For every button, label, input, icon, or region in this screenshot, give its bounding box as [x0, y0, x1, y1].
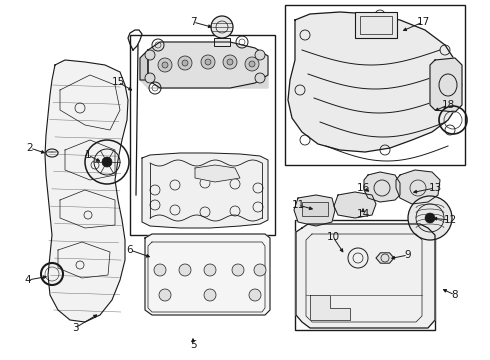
Polygon shape: [140, 75, 268, 88]
Text: 9: 9: [405, 250, 411, 260]
Text: 11: 11: [292, 200, 305, 210]
Text: 7: 7: [190, 17, 196, 27]
Circle shape: [249, 61, 255, 67]
Circle shape: [204, 289, 216, 301]
Text: 13: 13: [428, 183, 441, 193]
Circle shape: [211, 16, 233, 38]
Text: 17: 17: [416, 17, 430, 27]
Text: 8: 8: [452, 290, 458, 300]
Circle shape: [232, 264, 244, 276]
Circle shape: [227, 59, 233, 65]
Text: 2: 2: [26, 143, 33, 153]
Text: 18: 18: [441, 100, 455, 110]
Circle shape: [255, 50, 265, 60]
Bar: [285, 5, 465, 165]
Circle shape: [408, 196, 452, 240]
Circle shape: [249, 289, 261, 301]
Polygon shape: [364, 172, 400, 202]
Circle shape: [245, 57, 259, 71]
Bar: [214, 38, 230, 46]
Polygon shape: [296, 224, 435, 328]
Circle shape: [145, 50, 155, 60]
Circle shape: [223, 55, 237, 69]
Text: 6: 6: [127, 245, 133, 255]
Text: 10: 10: [326, 232, 340, 242]
Text: 3: 3: [72, 323, 78, 333]
Polygon shape: [376, 253, 394, 263]
Circle shape: [154, 264, 166, 276]
Circle shape: [255, 73, 265, 83]
Polygon shape: [145, 234, 270, 315]
Polygon shape: [45, 60, 128, 322]
Polygon shape: [148, 42, 268, 88]
Polygon shape: [334, 192, 376, 218]
Text: 12: 12: [443, 215, 457, 225]
Bar: [302, 202, 328, 216]
Text: 16: 16: [356, 183, 369, 193]
Polygon shape: [195, 165, 240, 182]
Text: 14: 14: [356, 209, 369, 219]
Bar: [130, 35, 275, 235]
Text: 15: 15: [111, 77, 124, 87]
Polygon shape: [288, 12, 462, 152]
Circle shape: [102, 157, 112, 167]
Polygon shape: [430, 58, 462, 112]
Text: 4: 4: [24, 275, 31, 285]
Circle shape: [205, 59, 211, 65]
Circle shape: [145, 73, 155, 83]
Circle shape: [179, 264, 191, 276]
Bar: [360, 16, 392, 34]
Polygon shape: [294, 195, 335, 226]
Circle shape: [178, 56, 192, 70]
Circle shape: [162, 62, 168, 68]
Text: 1: 1: [85, 150, 91, 160]
Circle shape: [254, 264, 266, 276]
Polygon shape: [396, 170, 440, 204]
Bar: [295, 220, 435, 330]
Circle shape: [425, 213, 435, 223]
Polygon shape: [310, 295, 350, 320]
Circle shape: [182, 60, 188, 66]
Circle shape: [201, 55, 215, 69]
Polygon shape: [142, 153, 268, 228]
Circle shape: [204, 264, 216, 276]
Text: 5: 5: [190, 340, 196, 350]
Circle shape: [158, 58, 172, 72]
Polygon shape: [140, 50, 148, 80]
Circle shape: [159, 289, 171, 301]
Bar: [355, 12, 397, 38]
